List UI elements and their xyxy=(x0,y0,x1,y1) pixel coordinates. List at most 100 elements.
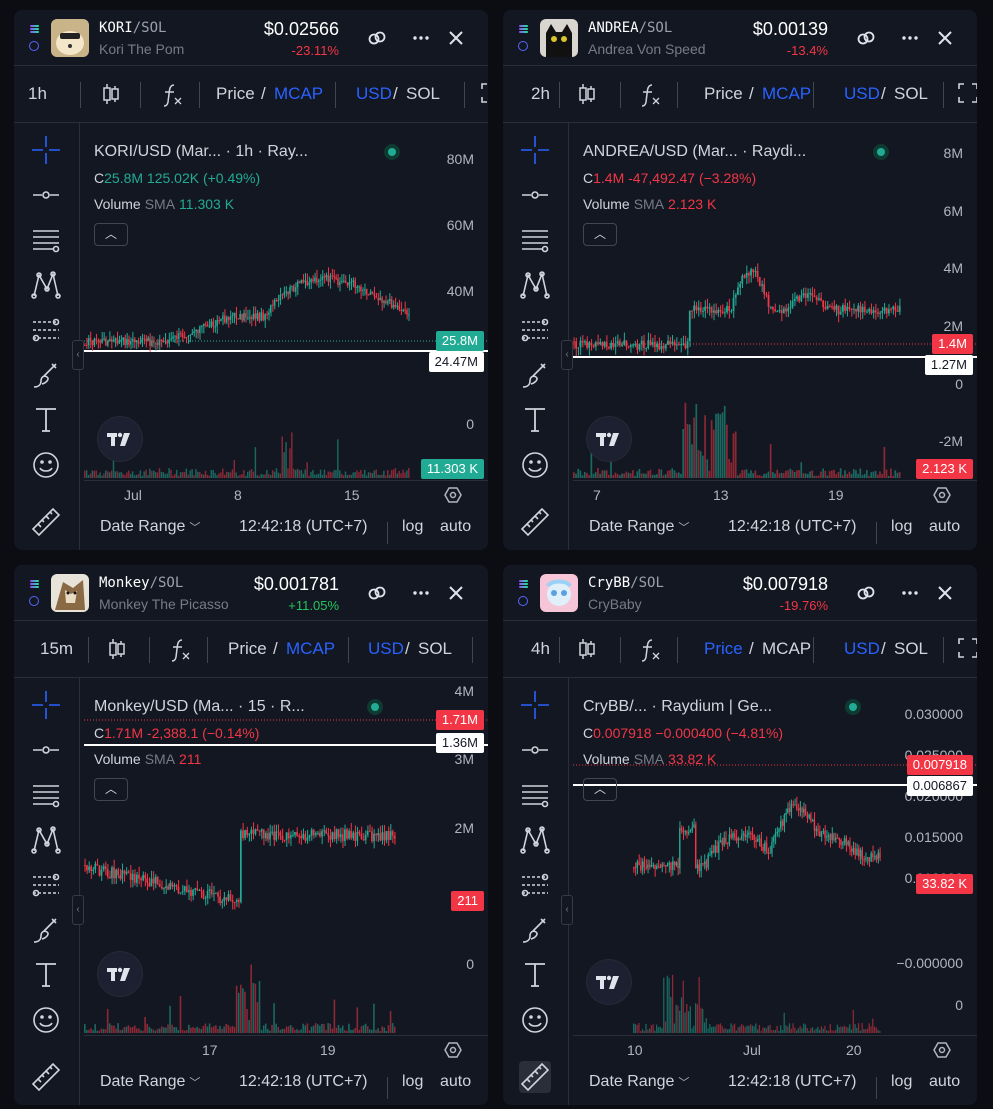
tradingview-logo[interactable] xyxy=(587,960,631,1004)
candle-type-icon[interactable] xyxy=(577,621,597,677)
token-avatar[interactable] xyxy=(540,19,578,57)
log-scale-toggle[interactable]: log xyxy=(891,518,913,535)
crosshair-icon[interactable] xyxy=(30,134,62,166)
fullscreen-icon[interactable] xyxy=(480,66,488,122)
collapse-toolbar-button[interactable]: ‹ xyxy=(72,340,84,370)
more-icon[interactable] xyxy=(900,28,920,48)
interval-selector[interactable]: 4h xyxy=(531,639,550,658)
token-avatar[interactable] xyxy=(51,574,89,612)
text-tool-icon[interactable] xyxy=(519,404,551,436)
crosshair-icon[interactable] xyxy=(30,689,62,721)
price-chart-canvas[interactable] xyxy=(84,123,488,480)
brush-icon[interactable] xyxy=(519,359,551,391)
brush-icon[interactable] xyxy=(519,914,551,946)
emoji-icon[interactable] xyxy=(519,1004,551,1036)
price-toggle[interactable]: Price xyxy=(704,639,743,658)
channel-lines-icon[interactable] xyxy=(519,224,551,256)
log-scale-toggle[interactable]: log xyxy=(891,1073,913,1090)
auto-scale-toggle[interactable]: auto xyxy=(440,518,472,535)
horizontal-line-icon[interactable] xyxy=(519,179,551,211)
mcap-toggle[interactable]: MCAP xyxy=(762,639,812,658)
close-icon[interactable] xyxy=(446,28,466,48)
tradingview-logo[interactable] xyxy=(98,417,142,461)
time-axis[interactable]: 17 19 xyxy=(84,1035,488,1065)
interval-selector[interactable]: 15m xyxy=(40,639,74,658)
ruler-icon[interactable] xyxy=(30,506,62,538)
chart-area[interactable]: CryBB/... · Raydium | Ge... C0.007918 −0… xyxy=(573,678,977,1035)
usd-toggle[interactable]: USD xyxy=(844,639,880,658)
collapse-legend-button[interactable]: ︿ xyxy=(583,778,617,801)
date-range-button[interactable]: Date Range ﹀ xyxy=(589,1073,689,1091)
usd-toggle[interactable]: USD xyxy=(356,84,392,103)
swap-icon[interactable] xyxy=(367,28,387,48)
log-scale-toggle[interactable]: log xyxy=(402,1073,424,1090)
usd-toggle[interactable]: USD xyxy=(368,639,404,658)
clock-display[interactable]: 12:42:18 (UTC+7) xyxy=(728,518,857,535)
log-scale-toggle[interactable]: log xyxy=(402,518,424,535)
pattern-icon[interactable] xyxy=(519,824,551,856)
pattern-icon[interactable] xyxy=(30,824,62,856)
fibonacci-icon[interactable] xyxy=(30,314,62,346)
sol-toggle[interactable]: SOL xyxy=(894,84,929,103)
horizontal-line-icon[interactable] xyxy=(30,734,62,766)
time-axis[interactable]: 7 13 19 xyxy=(573,480,977,510)
ruler-icon[interactable] xyxy=(30,1061,62,1093)
mcap-toggle[interactable]: MCAP xyxy=(762,84,812,103)
collapse-toolbar-button[interactable]: ‹ xyxy=(561,895,573,925)
chart-area[interactable]: ANDREA/USD (Mar... · Raydi... C1.4M -47,… xyxy=(573,123,977,480)
time-axis[interactable]: Jul 8 15 xyxy=(84,480,488,510)
crosshair-icon[interactable] xyxy=(519,689,551,721)
sol-toggle[interactable]: SOL xyxy=(406,84,441,103)
fibonacci-icon[interactable] xyxy=(519,869,551,901)
date-range-button[interactable]: Date Range ﹀ xyxy=(100,1073,200,1091)
candle-type-icon[interactable] xyxy=(101,66,121,122)
collapse-legend-button[interactable]: ︿ xyxy=(94,223,128,246)
text-tool-icon[interactable] xyxy=(519,959,551,991)
chart-area[interactable]: KORI/USD (Mar... · 1h · Ray... C25.8M 12… xyxy=(84,123,488,480)
more-icon[interactable] xyxy=(411,583,431,603)
indicators-icon[interactable] xyxy=(638,66,662,122)
price-toggle[interactable]: Price xyxy=(216,84,255,103)
collapse-toolbar-button[interactable]: ‹ xyxy=(72,895,84,925)
legend-title[interactable]: ANDREA/USD (Mar... · Raydi... xyxy=(583,143,807,160)
price-toggle[interactable]: Price xyxy=(228,639,267,658)
channel-lines-icon[interactable] xyxy=(519,779,551,811)
chart-area[interactable]: Monkey/USD (Ma... · 15 · R... C1.71M -2,… xyxy=(84,678,488,1035)
indicators-icon[interactable] xyxy=(160,66,184,122)
legend-title[interactable]: Monkey/USD (Ma... · 15 · R... xyxy=(94,698,305,715)
legend-title[interactable]: CryBB/... · Raydium | Ge... xyxy=(583,698,773,715)
clock-display[interactable]: 12:42:18 (UTC+7) xyxy=(239,518,368,535)
interval-selector[interactable]: 1h xyxy=(28,84,47,103)
fullscreen-icon[interactable] xyxy=(957,621,977,677)
fibonacci-icon[interactable] xyxy=(519,314,551,346)
ruler-icon[interactable] xyxy=(519,506,551,538)
legend-title[interactable]: KORI/USD (Mar... · 1h · Ray... xyxy=(94,143,308,160)
indicators-icon[interactable] xyxy=(638,621,662,677)
channel-lines-icon[interactable] xyxy=(30,224,62,256)
tradingview-logo[interactable] xyxy=(587,417,631,461)
fullscreen-icon[interactable] xyxy=(957,66,977,122)
mcap-toggle[interactable]: MCAP xyxy=(274,84,324,103)
price-chart-canvas[interactable] xyxy=(84,678,488,1035)
more-icon[interactable] xyxy=(900,583,920,603)
channel-lines-icon[interactable] xyxy=(30,779,62,811)
text-tool-icon[interactable] xyxy=(30,959,62,991)
brush-icon[interactable] xyxy=(30,359,62,391)
tradingview-logo[interactable] xyxy=(98,952,142,996)
collapse-toolbar-button[interactable]: ‹ xyxy=(561,340,573,370)
fibonacci-icon[interactable] xyxy=(30,869,62,901)
horizontal-line-icon[interactable] xyxy=(30,179,62,211)
clock-display[interactable]: 12:42:18 (UTC+7) xyxy=(728,1073,857,1090)
text-tool-icon[interactable] xyxy=(30,404,62,436)
sol-toggle[interactable]: SOL xyxy=(418,639,453,658)
settings-icon[interactable] xyxy=(933,486,951,504)
indicators-icon[interactable] xyxy=(168,621,192,677)
collapse-legend-button[interactable]: ︿ xyxy=(583,223,617,246)
auto-scale-toggle[interactable]: auto xyxy=(440,1073,472,1090)
close-icon[interactable] xyxy=(446,583,466,603)
mcap-toggle[interactable]: MCAP xyxy=(286,639,336,658)
candle-type-icon[interactable] xyxy=(107,621,127,677)
collapse-legend-button[interactable]: ︿ xyxy=(94,778,128,801)
price-chart-canvas[interactable] xyxy=(573,123,977,480)
auto-scale-toggle[interactable]: auto xyxy=(929,518,961,535)
